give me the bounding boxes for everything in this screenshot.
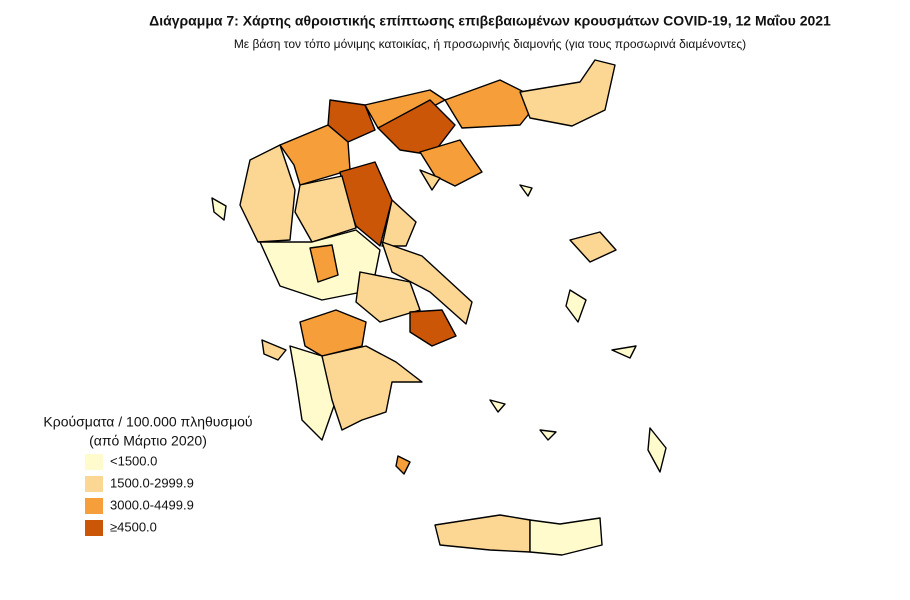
region [381,199,417,247]
region [321,345,423,431]
region [647,427,667,473]
region [565,289,587,323]
region [239,144,296,243]
legend-swatch [85,476,103,492]
region [569,231,617,263]
region [434,514,531,553]
region [419,169,441,191]
legend-swatch [85,520,103,536]
region [489,399,506,413]
region [409,309,457,347]
legend-label: <1500.0 [110,453,157,468]
legend-title: (από Μάρτιο 2020) [89,433,207,449]
region [261,339,287,361]
greece-map [211,59,667,556]
region [381,241,473,325]
region [309,244,339,283]
legend-label: 3000.0-4499.9 [110,497,194,512]
legend: <1500.0 1500.0-2999.9 3000.0-4499.9 ≥4500.0 [85,453,194,536]
region [299,309,367,357]
map-subtitle: Με βάση τον τόπο μόνιμης κατοικίας, ή πρ… [234,37,746,51]
region [211,197,227,221]
region [395,455,411,475]
region [539,429,557,441]
region [519,184,533,197]
map-title: Διάγραμμα 7: Χάρτης αθροιστικής επίπτωση… [149,13,831,29]
region [355,271,421,323]
legend-swatch [85,498,103,514]
legend-label: ≥4500.0 [110,519,157,534]
legend-swatch [85,454,103,470]
region [377,99,456,156]
region [529,517,603,556]
legend-label: 1500.0-2999.9 [110,475,194,490]
region [519,59,616,127]
region [419,139,483,187]
legend-title: Κρούσματα / 100.000 πληθυσμού [43,414,252,430]
region [294,175,357,243]
region [327,99,376,143]
region [611,345,637,359]
